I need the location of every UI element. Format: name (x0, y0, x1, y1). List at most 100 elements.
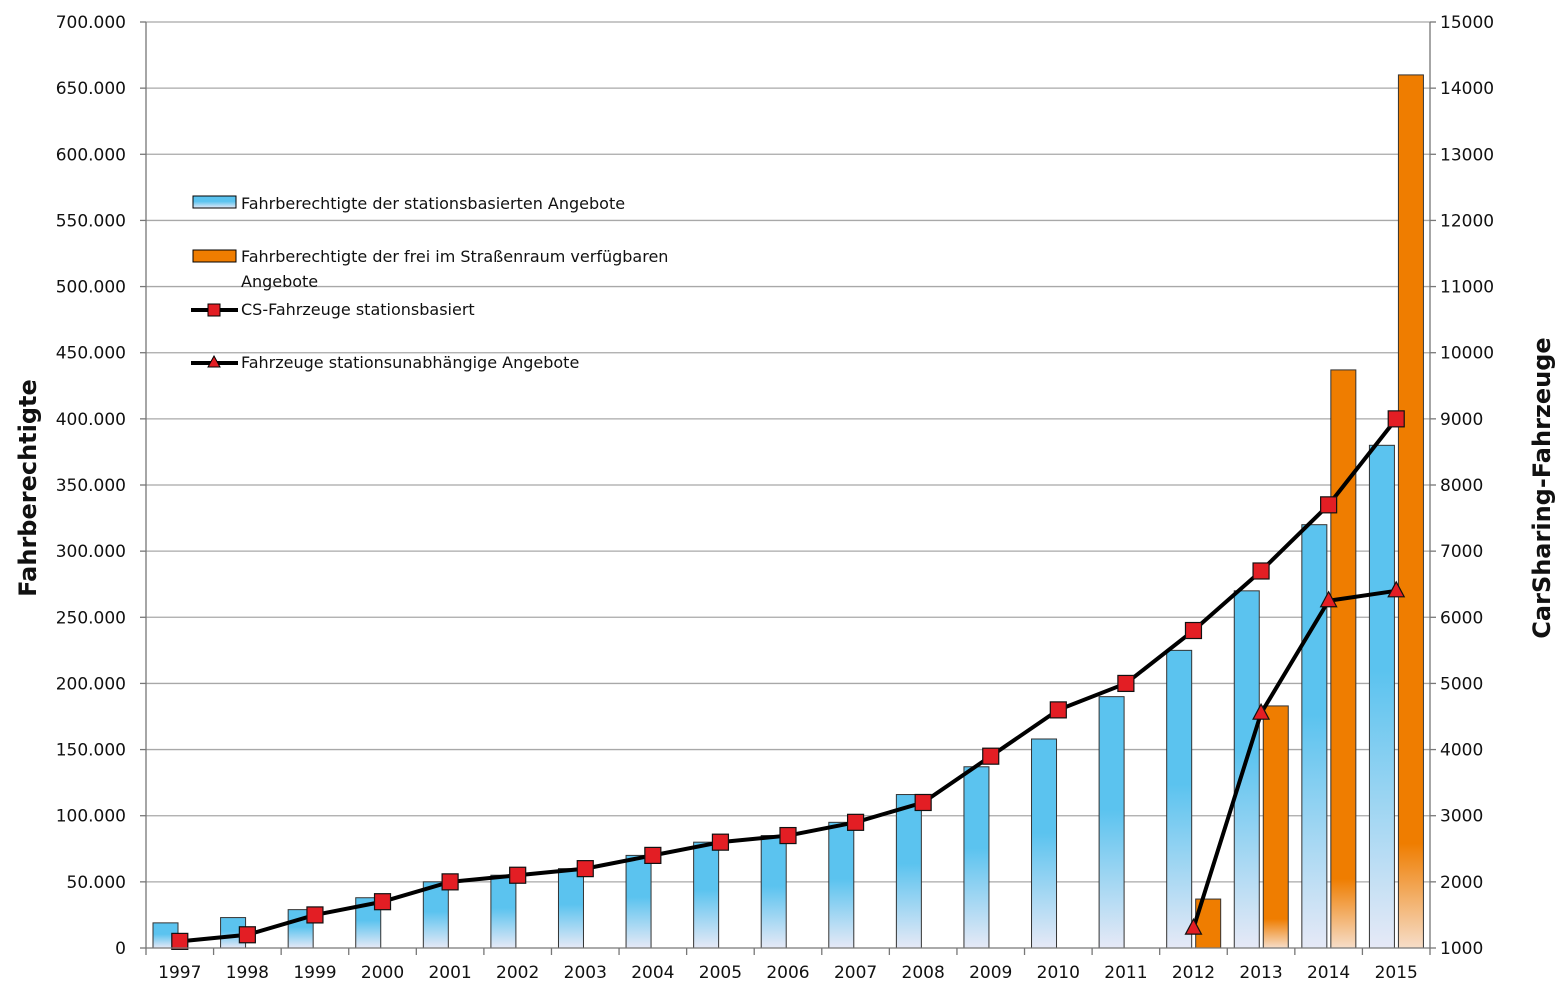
y-left-tick-label: 700.000 (56, 13, 126, 33)
bar-stationsbasiert (1368, 444, 1395, 949)
bar-stationsbasiert (422, 881, 449, 949)
legend-marker-triangle (207, 354, 221, 368)
y-right-axis-title: CarSharing-Fahrzeuge (1528, 337, 1556, 638)
y-right-tick-label: 11000 (1440, 278, 1494, 298)
x-tick-label: 2007 (834, 963, 877, 983)
legend: Fahrberechtigte der stationsbasierten An… (191, 194, 668, 372)
bar-stationsbasiert (1031, 738, 1058, 949)
bar-stationsbasiert (760, 835, 787, 949)
x-tick-label: 2005 (699, 963, 742, 983)
y-left-tick-label: 650.000 (56, 79, 126, 99)
x-tick-label: 2010 (1037, 963, 1080, 983)
bars-stationsbasiert (152, 444, 1395, 949)
marker-square (1320, 496, 1338, 514)
right-axis-ticks: 1000 2000 3000 4000 5000 6000 7000 8000 9000 1000… (1430, 13, 1494, 959)
x-tick-label: 2006 (766, 963, 809, 983)
y-left-tick-label: 300.000 (56, 542, 126, 562)
y-left-tick-label: 0 (115, 939, 126, 959)
bar-stationsbasiert (828, 821, 855, 949)
legend-marker-square (207, 303, 221, 317)
y-right-tick-label: 14000 (1440, 79, 1494, 99)
y-right-tick-label: 10000 (1440, 344, 1494, 364)
legend-swatch-free-floating (192, 249, 237, 263)
x-axis-ticks: 1997 1998 1999 2000 2001 2002 2003 2004 2005 2006… (145, 948, 1431, 983)
marker-square (171, 932, 189, 950)
line-stationsunabhaengig (1191, 588, 1397, 929)
bar-free-floating (1262, 705, 1289, 949)
marker-square (1184, 621, 1203, 640)
bar-stationsbasiert (1098, 696, 1125, 949)
bars-free-floating (1195, 74, 1424, 949)
y-left-tick-label: 500.000 (56, 278, 126, 298)
x-tick-label: 2000 (361, 963, 404, 983)
legend-swatch-stationsbasiert (192, 195, 237, 209)
bar-stationsbasiert (693, 841, 720, 949)
legend-label-stationsunabhaengig: Fahrzeuge stationsunabhängige Angebote (241, 353, 579, 372)
marker-square (779, 826, 797, 845)
marker-square (846, 813, 865, 831)
marker-square (509, 866, 527, 884)
marker-square (373, 893, 392, 911)
x-tick-label: 1999 (293, 963, 336, 983)
bar-stationsbasiert (625, 854, 652, 949)
bar-stationsbasiert (963, 766, 990, 949)
marker-square (1252, 562, 1270, 580)
gridlines (146, 21, 1430, 883)
x-tick-label: 2015 (1375, 963, 1418, 983)
y-right-tick-label: 5000 (1440, 674, 1483, 694)
y-left-tick-label: 450.000 (56, 344, 126, 364)
y-right-tick-label: 4000 (1440, 741, 1483, 761)
y-left-tick-label: 150.000 (56, 741, 126, 761)
x-tick-label: 2003 (564, 963, 607, 983)
marker-square (1387, 410, 1405, 428)
y-left-tick-label: 350.000 (56, 476, 126, 496)
y-right-tick-label: 2000 (1440, 873, 1483, 893)
bar-free-floating (1397, 74, 1424, 949)
y-right-tick-label: 15000 (1440, 13, 1494, 33)
y-right-tick-label: 12000 (1440, 211, 1494, 231)
x-tick-label: 2009 (969, 963, 1012, 983)
x-tick-label: 2008 (902, 963, 945, 983)
bar-stationsbasiert (557, 868, 584, 949)
y-left-tick-label: 200.000 (56, 674, 126, 694)
y-right-tick-label: 8000 (1440, 476, 1483, 496)
marker-square (982, 747, 1000, 765)
marker-triangle (1319, 590, 1338, 608)
bar-stationsbasiert (895, 794, 922, 949)
x-tick-label: 1998 (226, 963, 269, 983)
marker-square (576, 860, 594, 878)
y-right-tick-label: 3000 (1440, 807, 1483, 827)
marker-square (1117, 674, 1135, 693)
y-left-tick-label: 50.000 (67, 873, 126, 893)
y-right-tick-label: 1000 (1440, 939, 1483, 959)
marker-square (711, 833, 730, 851)
legend-label-free-floating-line2: Angebote (241, 272, 318, 291)
bar-stationsbasiert (490, 874, 517, 949)
bar-stationsbasiert (1233, 590, 1260, 949)
y-left-tick-label: 400.000 (56, 410, 126, 430)
bar-free-floating (1330, 369, 1357, 949)
marker-square (914, 793, 932, 812)
y-left-tick-label: 550.000 (56, 211, 126, 231)
x-tick-label: 2002 (496, 963, 539, 983)
y-right-tick-label: 9000 (1440, 410, 1483, 430)
marker-square (644, 846, 662, 865)
x-tick-label: 2011 (1104, 963, 1147, 983)
marker-triangle (1387, 580, 1406, 598)
y-right-tick-label: 6000 (1440, 608, 1483, 628)
y-left-tick-label: 250.000 (56, 608, 126, 628)
legend-label-free-floating: Fahrberechtigte der frei im Straßenraum … (241, 247, 668, 266)
marker-square (238, 926, 256, 944)
y-right-tick-label: 7000 (1440, 542, 1483, 562)
legend-label-cs-fahrzeuge: CS-Fahrzeuge stationsbasiert (241, 300, 475, 319)
x-tick-label: 2013 (1239, 963, 1282, 983)
y-left-axis-title: Fahrberechtigte (14, 379, 42, 597)
x-tick-label: 2014 (1307, 963, 1350, 983)
marker-square (1049, 701, 1067, 719)
marker-square (306, 906, 324, 924)
x-tick-label: 2001 (428, 963, 471, 983)
x-tick-label: 2004 (631, 963, 674, 983)
bar-stationsbasiert (1166, 649, 1193, 949)
marker-triangle (1252, 702, 1271, 720)
